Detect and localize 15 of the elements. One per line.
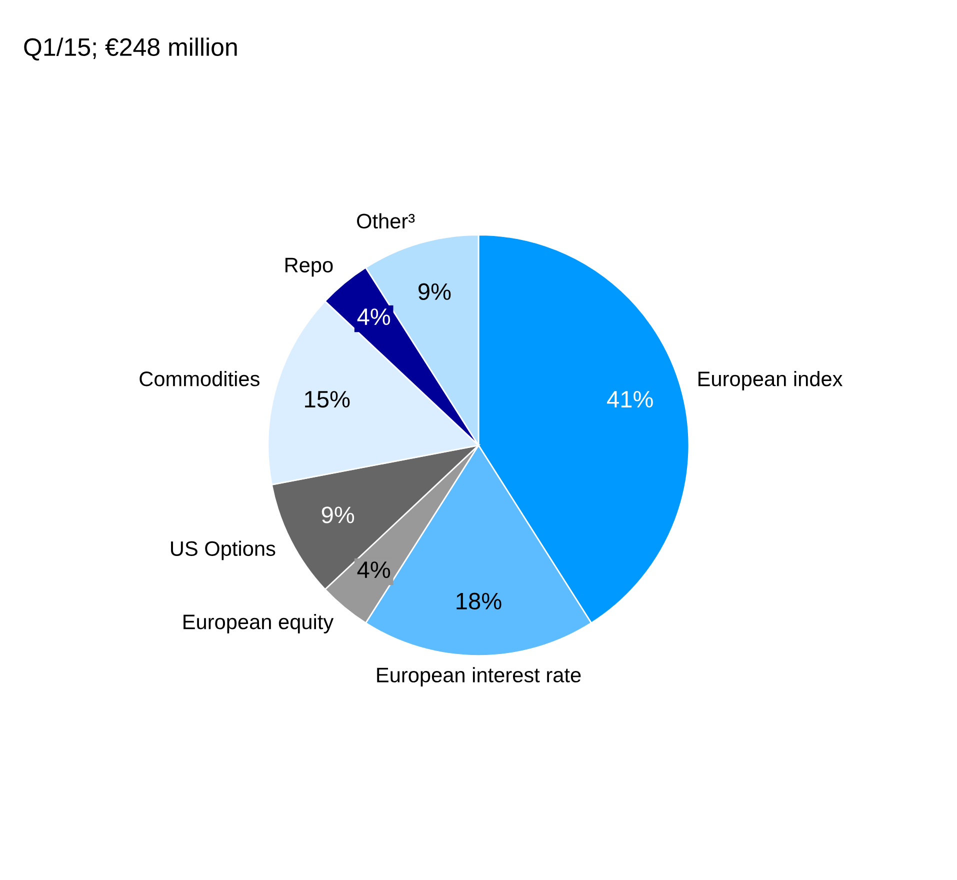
data-label: 9%: [418, 283, 451, 300]
data-label: 15%: [305, 390, 350, 408]
data-label: 9%: [322, 506, 354, 524]
data-label: 4%: [357, 308, 390, 326]
data-label: 18%: [456, 592, 502, 610]
data-label: 41%: [607, 390, 653, 408]
slice-label: US Options: [171, 540, 276, 560]
slice-label: Commodities: [140, 370, 260, 386]
data-label: 4%: [357, 562, 390, 578]
slice-label: European interest rate: [377, 667, 581, 687]
slice-label: European equity: [184, 614, 334, 634]
chart-title: Q1/15; €248 million: [24, 38, 237, 60]
slice-label: Repo: [286, 258, 333, 277]
slice-label: European index: [698, 370, 843, 390]
slice-label: Other³: [357, 213, 415, 229]
